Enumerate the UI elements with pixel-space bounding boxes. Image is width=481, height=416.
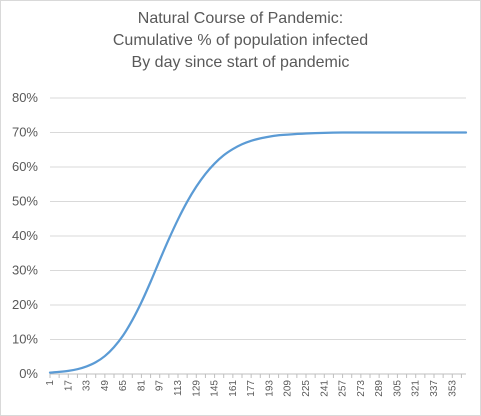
x-tick-label: 145 <box>210 380 221 397</box>
chart-title-line-3: By day since start of pandemic <box>131 54 350 71</box>
x-tick-label: 113 <box>173 380 184 396</box>
gridlines <box>50 97 466 340</box>
x-tick-label: 305 <box>392 380 403 397</box>
x-tick-label: 161 <box>228 380 239 397</box>
y-tick-label: 10% <box>12 332 38 347</box>
y-tick-label: 0% <box>19 366 38 381</box>
x-tick-label: 97 <box>155 380 166 392</box>
x-tick-label: 353 <box>447 380 458 397</box>
y-tick-label: 30% <box>12 263 38 278</box>
x-tick-label: 49 <box>100 380 111 392</box>
y-tick-label: 40% <box>12 228 38 243</box>
y-tick-label: 50% <box>12 194 38 209</box>
x-tick-label: 33 <box>82 380 93 392</box>
x-tick-label: 321 <box>411 380 422 397</box>
x-tick-label: 17 <box>63 380 74 392</box>
x-tick-label: 209 <box>283 380 294 397</box>
tick-labels: 0% 10% 20% 30% 40% 50% 60% 70% 80% 1 17 33 49 65 81 97 1… <box>12 90 458 397</box>
chart-title-line-2: Cumulative % of population infected <box>112 32 369 49</box>
y-tick-label: 60% <box>12 159 38 174</box>
y-tick-label: 80% <box>12 90 38 105</box>
x-tick-label: 273 <box>356 380 367 397</box>
x-tick-label: 129 <box>191 380 202 397</box>
series-layer <box>48 131 468 374</box>
x-tick-label: 337 <box>429 380 440 397</box>
x-tick-label: 225 <box>301 380 312 397</box>
x-tick-label: 193 <box>264 380 275 397</box>
x-tick-label: 289 <box>374 380 385 397</box>
x-tick-label: 65 <box>118 380 129 392</box>
x-tick-label: 81 <box>136 380 147 392</box>
chart-title: Natural Course of Pandemic: Cumulative %… <box>0 8 481 74</box>
y-tick-label: 70% <box>12 125 38 140</box>
y-tick-label: 20% <box>12 297 38 312</box>
x-tick-label: 257 <box>338 380 349 397</box>
chart-title-line-1: Natural Course of Pandemic: <box>137 10 344 27</box>
x-tick-label: 177 <box>246 380 257 397</box>
axes <box>49 373 466 378</box>
series-line <box>48 131 468 374</box>
x-tick-label: 1 <box>45 380 56 386</box>
x-tick-label: 241 <box>319 380 330 397</box>
